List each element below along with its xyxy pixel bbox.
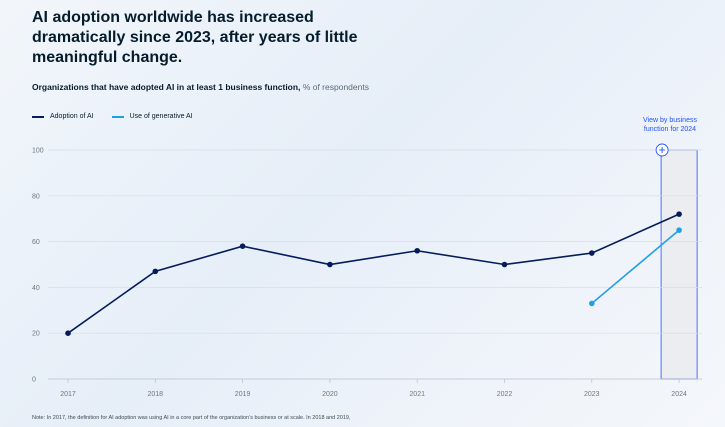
x-tick-label: 2023 [584, 391, 600, 398]
legend-item-adoption[interactable]: Adoption of AI [32, 113, 94, 120]
y-tick-label: 0 [32, 377, 36, 384]
series-line-adoption [67, 213, 680, 334]
legend-label-adoption: Adoption of AI [50, 113, 94, 120]
data-point-adoption [501, 261, 508, 268]
data-point-genai [676, 227, 682, 233]
y-tick-label: 40 [32, 285, 40, 292]
x-tick-label: 2017 [60, 391, 76, 398]
chart-subtitle: Organizations that have adopted AI in at… [32, 82, 369, 92]
x-tick-label: 2020 [322, 391, 338, 398]
data-point-genai [589, 300, 595, 307]
x-tick-label: 2021 [409, 391, 425, 398]
y-tick-label: 60 [32, 239, 40, 246]
x-tick-label: 2019 [235, 391, 251, 398]
chart-title: AI adoption worldwide has increased dram… [32, 9, 358, 66]
y-tick-label: 100 [32, 148, 44, 155]
data-point-adoption [589, 250, 595, 256]
data-point-adoption [152, 268, 159, 275]
x-tick-label: 2024 [671, 391, 687, 398]
y-tick-label: 20 [32, 331, 40, 338]
callout-line-1: View by business [643, 117, 697, 124]
data-point-adoption [65, 330, 71, 337]
legend-item-genai[interactable]: Use of generative AI [111, 113, 193, 120]
legend: Adoption of AI Use of generative AI [32, 113, 193, 120]
y-tick-label: 80 [32, 193, 40, 200]
subtitle-unit: % of respondents [302, 82, 369, 92]
footnote: Note: In 2017, the definition for AI ado… [32, 415, 351, 421]
data-point-adoption [676, 211, 682, 217]
series-line-genai [591, 229, 680, 305]
x-tick-label: 2018 [148, 391, 164, 398]
data-point-adoption [239, 243, 246, 249]
legend-label-genai: Use of generative AI [129, 113, 193, 120]
legend-swatch-genai [111, 115, 124, 118]
data-point-adoption [414, 247, 421, 254]
data-point-adoption [327, 261, 333, 268]
callout-line-2: function for 2024 [643, 126, 697, 133]
view-by-function-link[interactable]: View by business function for 2024 [632, 116, 708, 134]
x-tick-label: 2022 [497, 391, 513, 398]
legend-swatch-adoption [32, 115, 44, 118]
highlight-column [660, 149, 698, 380]
subtitle-main: Organizations that have adopted AI in at… [32, 82, 301, 92]
